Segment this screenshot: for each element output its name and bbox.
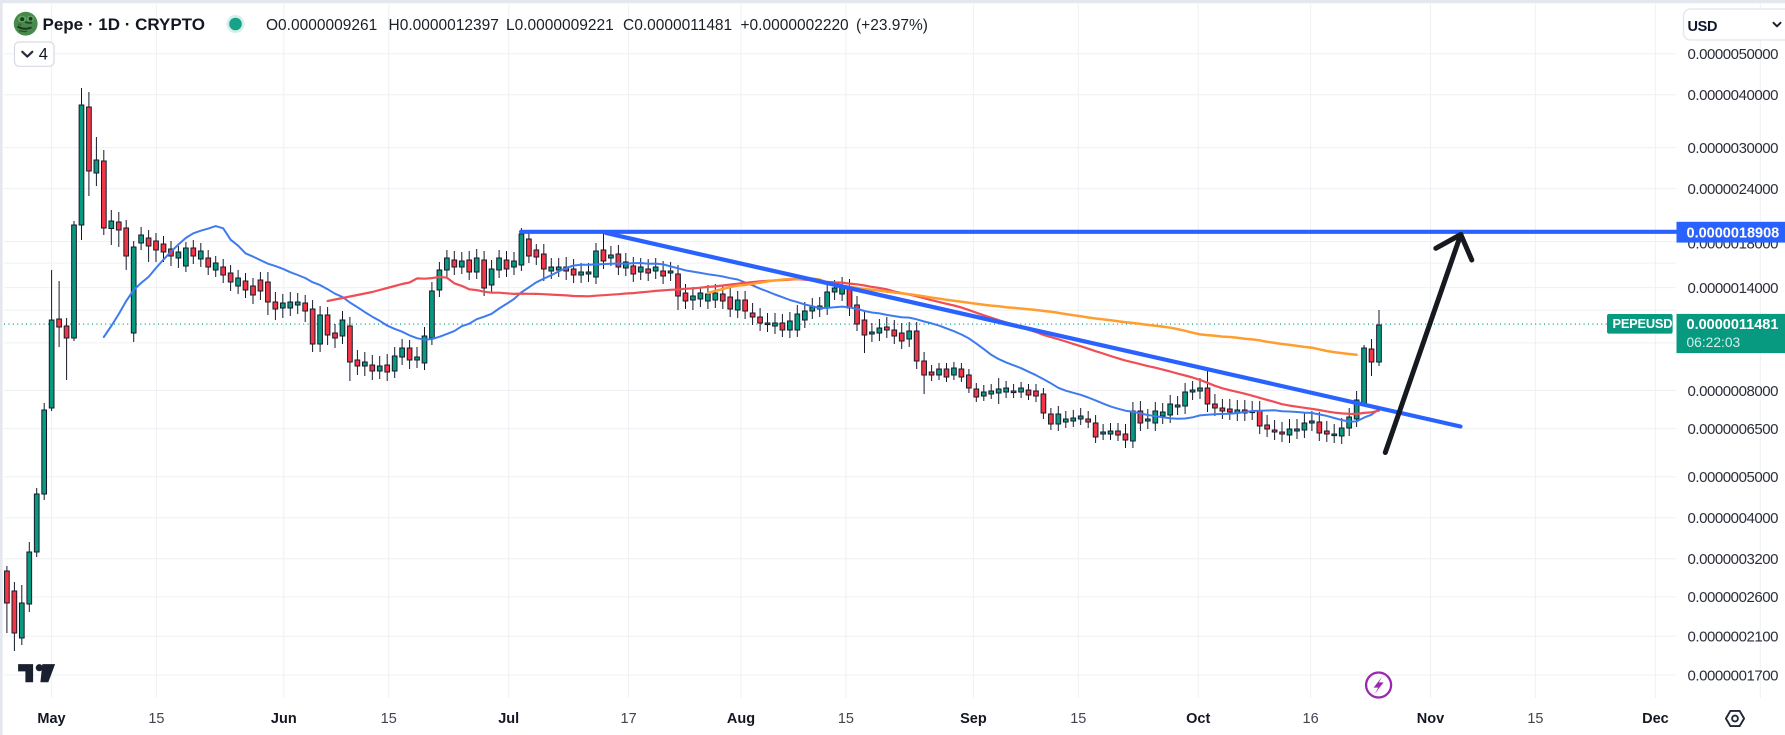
svg-text:May: May — [37, 711, 65, 727]
svg-text:+0.0000002220: +0.0000002220 — [741, 17, 850, 34]
svg-text:4: 4 — [39, 46, 48, 64]
svg-text:15: 15 — [381, 711, 397, 727]
svg-text:L0.0000009221: L0.0000009221 — [506, 17, 614, 34]
svg-text:PEPEUSD: PEPEUSD — [1613, 316, 1673, 331]
svg-text:0.0000006500: 0.0000006500 — [1688, 421, 1779, 438]
svg-text:(+23.97%): (+23.97%) — [856, 17, 928, 34]
svg-text:Nov: Nov — [1417, 711, 1444, 727]
svg-text:Oct: Oct — [1186, 711, 1210, 727]
svg-text:0.0000011481: 0.0000011481 — [1687, 317, 1779, 333]
svg-text:0.0000050000: 0.0000050000 — [1688, 46, 1779, 63]
svg-text:Pepe · 1D · CRYPTO: Pepe · 1D · CRYPTO — [43, 15, 205, 34]
svg-text:C0.0000011481: C0.0000011481 — [623, 17, 732, 34]
svg-text:16: 16 — [1303, 711, 1319, 727]
svg-text:Jul: Jul — [498, 711, 519, 727]
svg-text:Aug: Aug — [727, 711, 755, 727]
svg-text:0.0000002100: 0.0000002100 — [1688, 629, 1779, 646]
svg-text:17: 17 — [621, 711, 637, 727]
svg-text:06:22:03: 06:22:03 — [1687, 335, 1741, 350]
svg-text:0.0000001700: 0.0000001700 — [1688, 667, 1779, 684]
svg-text:0.0000014000: 0.0000014000 — [1688, 280, 1779, 297]
svg-text:0.0000008000: 0.0000008000 — [1688, 383, 1779, 400]
svg-text:Dec: Dec — [1642, 711, 1669, 727]
svg-text:Jun: Jun — [271, 711, 297, 727]
svg-text:USD: USD — [1688, 19, 1718, 35]
svg-text:15: 15 — [148, 711, 164, 727]
svg-text:0.0000040000: 0.0000040000 — [1688, 87, 1779, 104]
svg-text:H0.0000012397: H0.0000012397 — [389, 17, 499, 34]
svg-text:15: 15 — [1070, 711, 1086, 727]
svg-text:0.0000005000: 0.0000005000 — [1688, 469, 1779, 486]
svg-text:0.0000004000: 0.0000004000 — [1688, 510, 1779, 527]
svg-text:O0.0000009261: O0.0000009261 — [266, 17, 377, 34]
svg-text:0.0000018908: 0.0000018908 — [1687, 225, 1780, 241]
svg-text:15: 15 — [838, 711, 854, 727]
svg-text:15: 15 — [1527, 711, 1543, 727]
svg-text:0.0000024000: 0.0000024000 — [1688, 181, 1779, 198]
svg-text:Sep: Sep — [960, 711, 987, 727]
svg-text:0.0000003200: 0.0000003200 — [1688, 551, 1779, 568]
svg-text:0.0000002600: 0.0000002600 — [1688, 589, 1779, 606]
svg-text:0.0000030000: 0.0000030000 — [1688, 140, 1779, 157]
